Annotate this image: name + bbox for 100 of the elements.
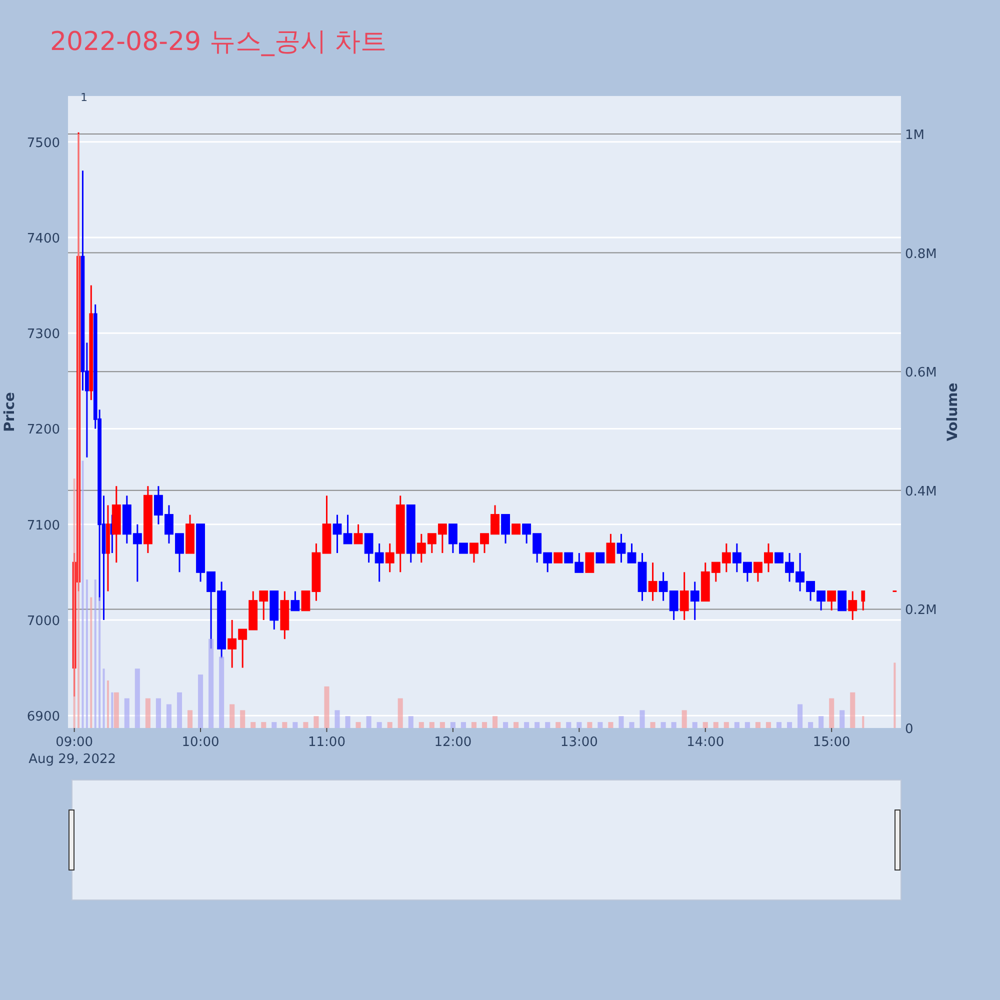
bar bbox=[187, 710, 193, 728]
bar bbox=[598, 722, 603, 728]
y-tick-label: 6900 bbox=[26, 710, 60, 725]
bar bbox=[545, 722, 550, 728]
candlestick bbox=[585, 552, 594, 573]
bar bbox=[482, 722, 488, 728]
bar bbox=[514, 722, 519, 728]
bar bbox=[460, 722, 466, 728]
bar bbox=[324, 686, 330, 728]
y-axis-title: Price bbox=[2, 392, 18, 432]
x-tick-label: 15:00 bbox=[812, 735, 850, 750]
bar bbox=[156, 698, 161, 728]
bar bbox=[240, 710, 246, 728]
bar bbox=[176, 692, 182, 728]
bar bbox=[556, 722, 561, 728]
y2-tick-label: 0.2M bbox=[905, 603, 937, 618]
bar bbox=[829, 698, 834, 728]
y2-tick-label: 0.6M bbox=[905, 366, 937, 381]
candlestick bbox=[354, 524, 363, 544]
bar bbox=[124, 698, 130, 728]
bar bbox=[566, 722, 572, 728]
bar bbox=[618, 716, 624, 728]
x-tick-label: 14:00 bbox=[686, 735, 724, 750]
bar bbox=[282, 722, 288, 728]
y2-tick-label: 1M bbox=[905, 128, 924, 144]
y2-tick-label: 0.8M bbox=[905, 246, 937, 262]
bar bbox=[682, 710, 687, 728]
candlestick bbox=[501, 514, 510, 544]
bar bbox=[766, 722, 771, 728]
bar bbox=[640, 710, 645, 728]
bar bbox=[660, 722, 666, 728]
y2-tick-label: 0.4M bbox=[905, 484, 937, 500]
bar bbox=[376, 722, 382, 728]
bar bbox=[303, 722, 308, 728]
bar bbox=[713, 722, 718, 728]
bar bbox=[334, 710, 340, 728]
x-tick-label: 12:00 bbox=[434, 735, 472, 750]
y-tick-label: 7500 bbox=[26, 136, 60, 151]
chart-title: 2022-08-29 뉴스_공시 차트 bbox=[50, 27, 387, 57]
y2-axis-title: Volume bbox=[945, 382, 961, 442]
annotation: 1 bbox=[80, 91, 88, 104]
bar bbox=[798, 704, 803, 728]
bar bbox=[366, 716, 372, 728]
bar bbox=[208, 638, 214, 728]
bar bbox=[734, 722, 740, 728]
bar bbox=[114, 692, 119, 728]
bar bbox=[692, 722, 698, 728]
x-tick-label: 10:00 bbox=[182, 735, 220, 750]
y-tick-label: 7100 bbox=[26, 518, 60, 534]
bar bbox=[818, 716, 824, 728]
candlestick bbox=[838, 590, 847, 612]
bar bbox=[261, 722, 266, 728]
candlestick bbox=[554, 552, 563, 564]
y-tick-label: 7300 bbox=[26, 327, 60, 342]
bar bbox=[429, 722, 434, 728]
candlestick bbox=[290, 590, 300, 612]
bar bbox=[650, 722, 656, 728]
x-tick-label: 13:00 bbox=[560, 735, 598, 750]
candlestick bbox=[606, 533, 616, 564]
bar bbox=[250, 722, 256, 728]
bar bbox=[398, 698, 403, 728]
bar bbox=[471, 722, 477, 728]
text: Aug 29, 2022 bbox=[28, 752, 116, 767]
bar bbox=[134, 668, 140, 728]
candlestick bbox=[827, 590, 836, 612]
bar bbox=[702, 722, 708, 728]
bar bbox=[345, 716, 350, 728]
bar bbox=[314, 716, 319, 728]
bar bbox=[356, 722, 361, 728]
candlestick bbox=[680, 571, 689, 621]
x-tick-label: 11:00 bbox=[308, 735, 346, 750]
bar bbox=[724, 722, 729, 728]
bar bbox=[524, 722, 530, 728]
candlestick bbox=[596, 552, 605, 564]
bar bbox=[198, 674, 204, 728]
y-tick-label: 7000 bbox=[26, 614, 60, 629]
bar bbox=[145, 698, 150, 728]
candlestick bbox=[648, 562, 658, 602]
bar bbox=[671, 722, 676, 728]
bar bbox=[408, 716, 414, 728]
bar bbox=[272, 722, 277, 728]
bar bbox=[840, 710, 845, 728]
bar bbox=[166, 704, 172, 728]
bar bbox=[850, 692, 856, 728]
bar bbox=[418, 722, 424, 728]
bar bbox=[808, 722, 814, 728]
bar bbox=[576, 722, 582, 728]
bar bbox=[440, 722, 445, 728]
bar bbox=[534, 722, 540, 728]
bar bbox=[608, 722, 614, 728]
bar bbox=[786, 722, 792, 728]
bar bbox=[629, 722, 634, 728]
y-tick-label: 7200 bbox=[26, 422, 60, 438]
candlestick bbox=[690, 580, 700, 621]
bar bbox=[450, 722, 456, 728]
bar bbox=[387, 722, 392, 728]
bar bbox=[776, 722, 782, 728]
bar bbox=[230, 704, 235, 728]
y2-tick-label: 0 bbox=[905, 722, 914, 737]
bar bbox=[744, 722, 750, 728]
